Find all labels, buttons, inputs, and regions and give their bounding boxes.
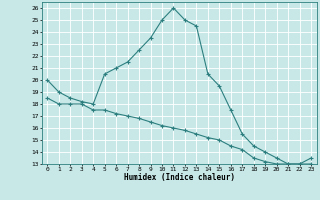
X-axis label: Humidex (Indice chaleur): Humidex (Indice chaleur) <box>124 173 235 182</box>
